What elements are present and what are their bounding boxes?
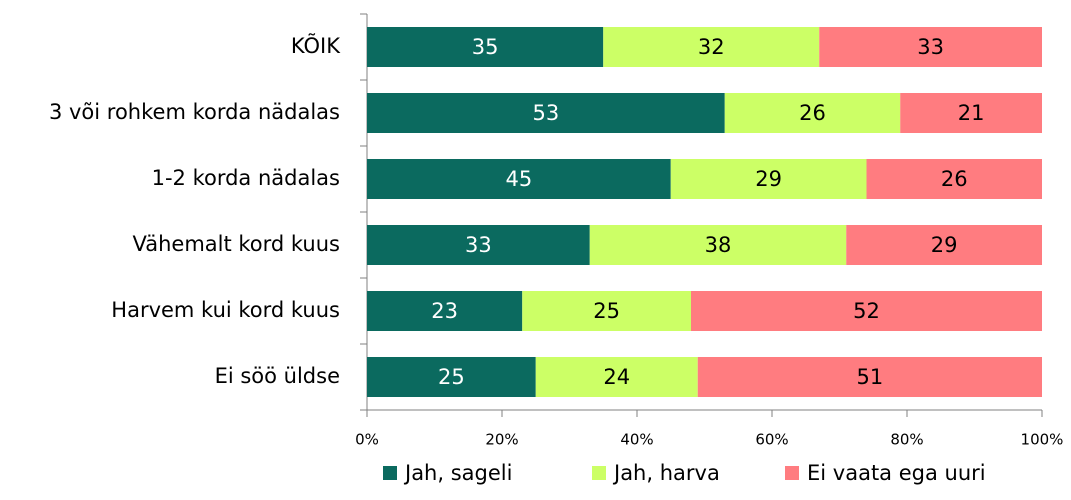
bar-segment	[724, 93, 901, 133]
x-tick-label: 60%	[755, 431, 788, 449]
legend-swatch	[785, 466, 799, 480]
category-label: Vähemalt kord kuus	[132, 232, 340, 256]
legend-label: Ei vaata ega uuri	[807, 461, 986, 485]
bar-segment	[603, 27, 820, 67]
category-label: 3 või rohkem korda nädalas	[49, 100, 340, 124]
legend-label: Jah, harva	[612, 461, 720, 485]
legend-swatch	[383, 466, 397, 480]
data-label: 35	[472, 35, 499, 59]
bar-segment	[367, 93, 725, 133]
bar-segment	[367, 357, 536, 397]
bar-segment	[367, 159, 671, 199]
data-label: 29	[931, 233, 958, 257]
bar-segment	[697, 357, 1042, 397]
bar-segment	[367, 27, 604, 67]
bar-segment	[691, 291, 1042, 331]
legend-label: Jah, sageli	[403, 461, 512, 485]
data-label: 33	[917, 35, 944, 59]
data-label: 23	[431, 299, 458, 323]
bar-segment	[670, 159, 867, 199]
data-label: 51	[857, 365, 884, 389]
data-label: 29	[755, 167, 782, 191]
category-label: 1-2 korda nädalas	[152, 166, 340, 190]
bar-segment	[866, 159, 1042, 199]
data-label: 25	[593, 299, 620, 323]
x-tick-label: 40%	[620, 431, 653, 449]
bar-segment	[522, 291, 691, 331]
bar-segment	[819, 27, 1042, 67]
bar-segment	[367, 225, 590, 265]
category-label: Ei söö üldse	[215, 364, 340, 388]
bar-segment	[900, 93, 1042, 133]
data-label: 25	[438, 365, 465, 389]
legend-swatch	[592, 466, 606, 480]
x-tick-label: 20%	[485, 431, 518, 449]
data-label: 45	[506, 167, 533, 191]
data-label: 38	[705, 233, 732, 257]
data-label: 26	[799, 101, 826, 125]
category-label: KÕIK	[291, 32, 341, 58]
x-tick-label: 0%	[355, 431, 379, 449]
bar-segment	[589, 225, 847, 265]
data-label: 32	[698, 35, 725, 59]
data-label: 21	[958, 101, 985, 125]
data-label: 53	[533, 101, 560, 125]
data-label: 52	[853, 299, 880, 323]
data-label: 24	[603, 365, 630, 389]
category-label: Harvem kui kord kuus	[111, 298, 340, 322]
x-tick-label: 80%	[890, 431, 923, 449]
x-tick-label: 100%	[1021, 431, 1064, 449]
bar-segment	[535, 357, 698, 397]
bar-segment	[367, 291, 523, 331]
data-label: 26	[941, 167, 968, 191]
data-label: 33	[465, 233, 492, 257]
bar-segment	[846, 225, 1042, 265]
